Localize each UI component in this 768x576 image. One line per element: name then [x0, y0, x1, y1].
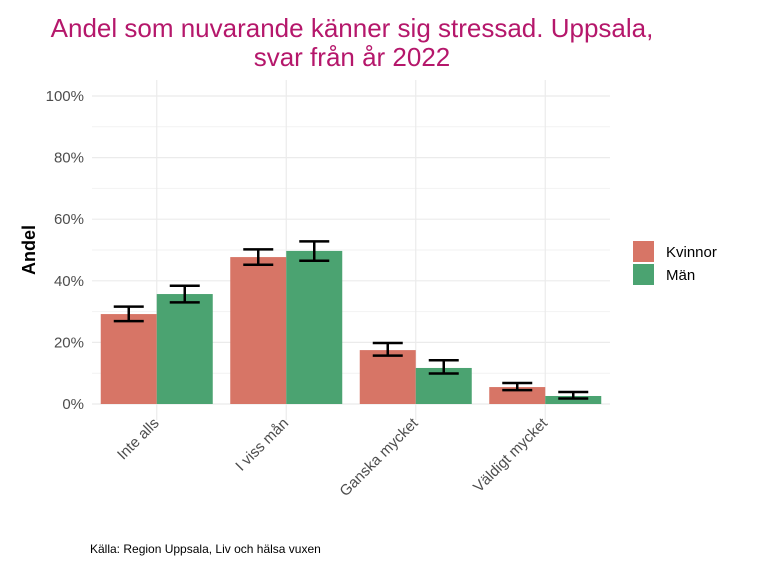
- y-tick-label: 20%: [54, 334, 84, 351]
- bar-män: [286, 250, 343, 404]
- y-tick-label: 0%: [62, 396, 84, 413]
- legend-label: Män: [666, 267, 695, 284]
- legend-label: Kvinnor: [666, 244, 717, 261]
- y-tick-label: 80%: [54, 150, 84, 167]
- x-axis-ticks: Inte alls I viss mån Ganska mycket Väldigt …: [114, 414, 552, 500]
- bar-kvinnor: [359, 350, 416, 404]
- legend-swatch-kvinnor: [633, 241, 654, 262]
- y-tick-label: 40%: [54, 273, 84, 290]
- error-bars: [113, 240, 589, 400]
- x-tick-label: Ganska mycket: [336, 414, 422, 500]
- source-caption: Källa: Region Uppsala, Liv och hälsa vux…: [90, 542, 321, 556]
- bar-män: [545, 395, 602, 404]
- legend: Kvinnor Män: [633, 241, 717, 285]
- y-tick-label: 60%: [54, 211, 84, 228]
- y-axis-ticks: 0% 20% 40% 60% 80% 100%: [46, 88, 84, 413]
- x-tick-label: Inte alls: [114, 415, 163, 464]
- y-tick-label: 100%: [46, 88, 84, 105]
- chart-title: Andel som nuvarande känner sig stressad.…: [0, 14, 704, 72]
- bar-kvinnor: [230, 257, 287, 404]
- x-tick-label: I viss mån: [232, 415, 292, 475]
- bars: [100, 250, 602, 404]
- legend-swatch-män: [633, 264, 654, 285]
- x-tick-label: Väldigt mycket: [470, 414, 552, 496]
- chart-title-line1: Andel som nuvarande känner sig stressad.…: [50, 13, 654, 43]
- chart-title-line2: svar från år 2022: [253, 42, 451, 72]
- y-axis-label: Andel: [19, 225, 39, 275]
- bar-män: [156, 294, 213, 404]
- bar-kvinnor: [100, 314, 157, 404]
